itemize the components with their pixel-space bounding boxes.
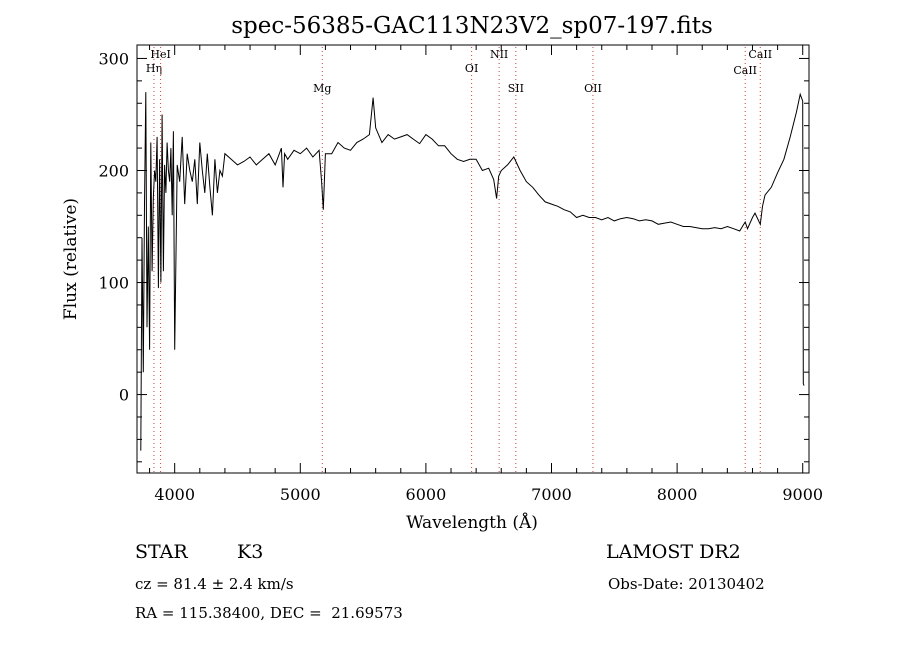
x-tick-label: 8000 xyxy=(657,485,698,504)
spectral-line-label: OI xyxy=(465,62,478,75)
x-tick-label: 6000 xyxy=(406,485,447,504)
x-tick-label: 7000 xyxy=(531,485,572,504)
object-subclass: K3 xyxy=(237,541,264,563)
y-tick-label: 200 xyxy=(98,161,129,180)
spectral-line-label: CaII xyxy=(733,64,757,77)
y-tick-label: 100 xyxy=(98,274,129,293)
spectral-line-label: Mg xyxy=(313,82,331,95)
plot-frame xyxy=(136,44,810,474)
observation-date: Obs-Date: 20130402 xyxy=(608,575,765,593)
y-tick-label: 0 xyxy=(119,386,129,405)
y-axis-label: Flux (relative) xyxy=(61,198,81,320)
redshift-cz: cz = 81.4 ± 2.4 km/s xyxy=(135,575,294,593)
x-tick-label: 4000 xyxy=(154,485,195,504)
chart-title: spec-56385-GAC113N23V2_sp07-197.fits xyxy=(231,13,713,39)
y-tick-label: 300 xyxy=(98,49,129,68)
spectral-line-label: HeI xyxy=(150,48,170,61)
axis-ticks-layer: 4000 5000 6000 7000 8000 9000 0 100 200 300 xyxy=(98,45,823,504)
coordinates: RA = 115.38400, DEC = 21.69573 xyxy=(135,604,403,622)
x-tick-label: 5000 xyxy=(280,485,321,504)
spectral-line-label: SII xyxy=(508,82,524,95)
object-class: STAR xyxy=(135,541,188,563)
spectral-line-label: Hη xyxy=(146,62,162,75)
spectrum-chart: spec-56385-GAC113N23V2_sp07-197.fits HηH… xyxy=(61,13,823,533)
survey-name: LAMOST DR2 xyxy=(606,541,741,563)
spectral-line-label: CaII xyxy=(748,48,772,61)
spectral-line-label: NII xyxy=(490,48,508,61)
spectral-line-label: OII xyxy=(584,82,602,95)
x-axis-label: Wavelength (Å) xyxy=(406,512,538,533)
spectrum-series-line xyxy=(140,92,805,451)
x-tick-label: 9000 xyxy=(782,485,823,504)
